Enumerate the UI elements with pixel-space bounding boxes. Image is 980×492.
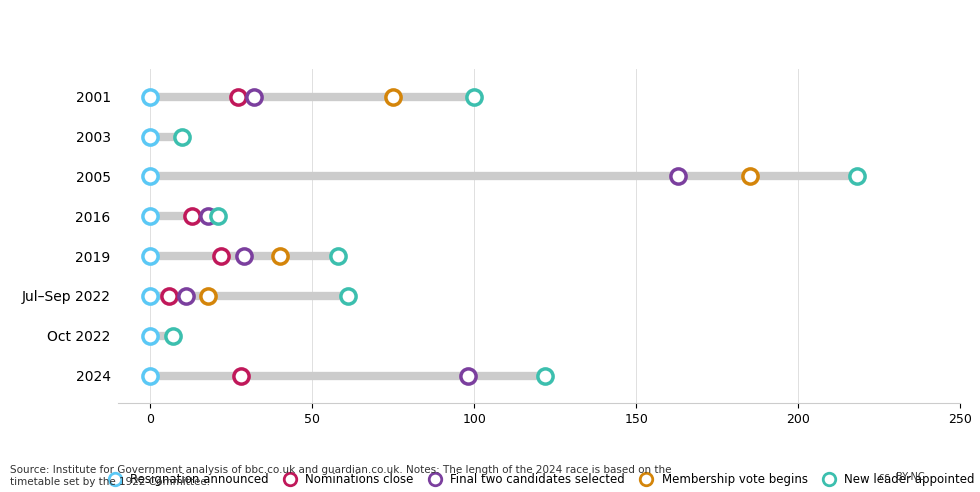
Point [670, 173, 686, 181]
Legend: Resignation announced, Nominations close, Final two candidates selected, Members: Resignation announced, Nominations close… [98, 469, 980, 491]
Point [142, 133, 158, 141]
Point [466, 93, 482, 101]
Point [174, 133, 190, 141]
Point [142, 292, 158, 300]
Point [184, 213, 200, 220]
Point [142, 93, 158, 101]
Text: Length of Conservative Party leadership contests in days, 2001–24: Length of Conservative Party leadership … [15, 21, 691, 38]
Text: IfG: IfG [901, 15, 951, 44]
Point [142, 252, 158, 260]
Point [162, 292, 177, 300]
Point [142, 213, 158, 220]
Point [201, 292, 217, 300]
Point [271, 252, 287, 260]
Point [177, 292, 193, 300]
Point [142, 332, 158, 339]
Point [233, 371, 249, 379]
Point [742, 173, 758, 181]
Point [385, 93, 401, 101]
Point [229, 93, 245, 101]
Point [211, 213, 226, 220]
Point [460, 371, 475, 379]
Text: cc  BY-NC: cc BY-NC [879, 472, 924, 482]
Point [214, 252, 229, 260]
Point [246, 93, 262, 101]
Point [538, 371, 554, 379]
Point [201, 213, 217, 220]
Point [142, 173, 158, 181]
Point [142, 371, 158, 379]
Point [165, 332, 180, 339]
Point [236, 252, 252, 260]
Point [330, 252, 346, 260]
Text: Source: Institute for Government analysis of bbc.co.uk and guardian.co.uk. Notes: Source: Institute for Government analysi… [10, 465, 671, 487]
Point [340, 292, 356, 300]
Point [849, 173, 864, 181]
